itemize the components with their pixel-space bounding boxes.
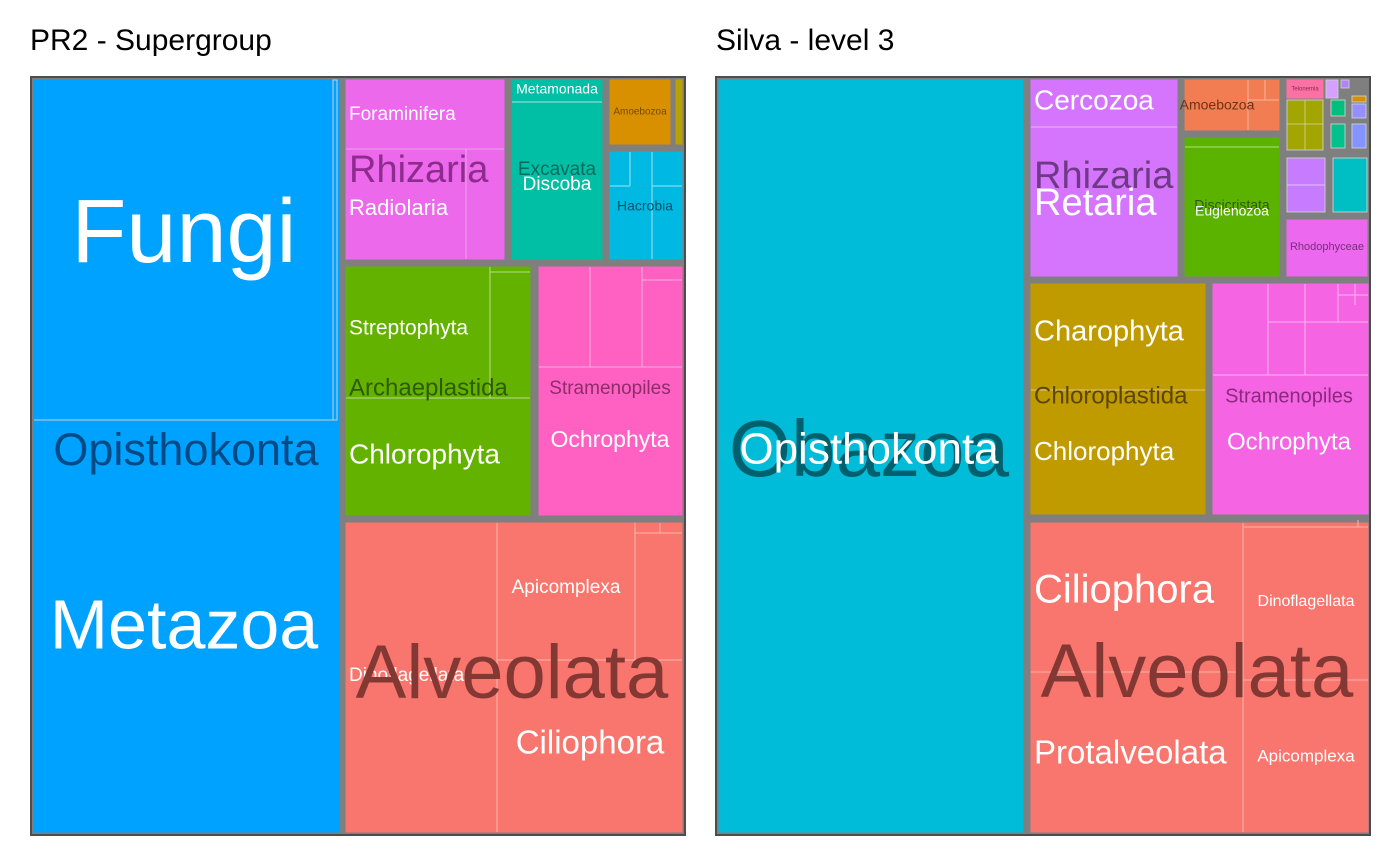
treemap-tile-rhodophyceae	[1286, 219, 1368, 277]
label-chlorophyta: Chlorophyta	[1034, 436, 1175, 466]
label-amoebozoa: Amoebozoa	[1180, 97, 1255, 113]
treemap-tile-rhizaria	[1030, 79, 1178, 277]
treemap-tile-stramenopiles	[538, 266, 683, 516]
label-alveolata: Alveolata	[356, 630, 669, 715]
treemap-tile-small-6	[1330, 123, 1346, 149]
treemap-tile-small-7	[1351, 103, 1367, 119]
label-apicomplexa: Apicomplexa	[512, 577, 621, 598]
label-rhodophyceae: Rhodophyceae	[1290, 241, 1364, 253]
treemap-tile-opisthokonta	[718, 79, 1024, 833]
treemap-tile-small-3	[1351, 95, 1367, 103]
treemap-tile-opisthokonta	[33, 79, 340, 833]
treemap-tile-alveolata	[1030, 522, 1369, 833]
treemap-tile-excavata	[511, 79, 603, 260]
label-obazoa: Obazoa	[729, 404, 1010, 493]
treemap-tile-amoebozoa	[609, 79, 671, 145]
treemap-tile-telonemia	[1286, 79, 1324, 99]
chart-title-pr2: PR2 - Supergroup	[30, 24, 272, 57]
treemap-tile-rhizaria	[345, 79, 505, 260]
label-telonemia: Telonemia	[1291, 87, 1319, 93]
treemap-tile-discicristata	[1184, 137, 1280, 277]
treemap-tile-fungi-minor	[332, 79, 338, 421]
treemap-tile-small-5	[1330, 99, 1346, 117]
label-opisthokonta: Opisthokonta	[53, 424, 319, 475]
label-chlorophyta: Chlorophyta	[349, 438, 500, 469]
label-ochrophyta: Ochrophyta	[551, 426, 670, 452]
label-discoba: Discoba	[523, 174, 592, 195]
label-metamonada: Metamonada	[516, 81, 598, 97]
treemap-tile-amoebozoa-minor	[675, 79, 683, 145]
label-apicomplexa: Apicomplexa	[1257, 746, 1355, 765]
treemap-tile-hacrobia	[609, 151, 683, 260]
treemap-tile-small-1	[1325, 79, 1339, 99]
label-dinoflagellata: Dinoflagellata	[349, 665, 465, 686]
label-metazoa: Metazoa	[50, 585, 319, 663]
treemap-tile-archaeplastida	[345, 266, 531, 516]
label-discicristata: Discicristata	[1194, 197, 1270, 213]
label-foraminifera: Foraminifera	[349, 104, 456, 125]
label-euglenozoa: Euglenozoa	[1195, 203, 1269, 219]
label-excavata: Excavata	[518, 159, 597, 180]
label-fungi: Fungi	[71, 182, 296, 282]
label-dinoflagellata: Dinoflagellata	[1258, 593, 1355, 610]
label-protalveolata: Protalveolata	[1034, 734, 1227, 771]
label-cercozoa: Cercozoa	[1034, 84, 1154, 115]
chart-title-silva: Silva - level 3	[716, 24, 895, 57]
label-ochrophyta: Ochrophyta	[1227, 428, 1352, 455]
treemap-tile-chloroplastida	[1030, 283, 1206, 515]
label-amoebozoa: Amoebozoa	[613, 107, 667, 118]
label-streptophyta: Streptophyta	[349, 317, 468, 340]
label-retaria: Retaria	[1034, 182, 1157, 224]
treemap-tile-small-10	[1332, 157, 1368, 213]
label-archaeplastida: Archaeplastida	[349, 374, 508, 401]
label-opisthokonta: Opisthokonta	[739, 425, 999, 474]
label-rhizaria: Rhizaria	[349, 149, 489, 191]
treemap-tile-alveolata	[345, 522, 683, 833]
treemap-tile-amoebozoa	[1184, 79, 1280, 131]
label-ciliophora: Ciliophora	[1034, 568, 1215, 612]
label-stramenopiles: Stramenopiles	[549, 378, 670, 399]
label-ciliophora: Ciliophora	[516, 724, 665, 761]
label-radiolaria: Radiolaria	[349, 195, 449, 220]
label-rhizaria: Rhizaria	[1034, 155, 1174, 197]
label-hacrobia: Hacrobia	[617, 198, 673, 214]
treemap-tile-small-2	[1340, 79, 1350, 89]
label-stramenopiles: Stramenopiles	[1225, 385, 1353, 407]
treemap-tile-small-8	[1351, 123, 1367, 149]
label-chloroplastida: Chloroplastida	[1034, 382, 1188, 409]
label-alveolata: Alveolata	[1041, 629, 1354, 714]
label-charophyta: Charophyta	[1034, 316, 1185, 348]
